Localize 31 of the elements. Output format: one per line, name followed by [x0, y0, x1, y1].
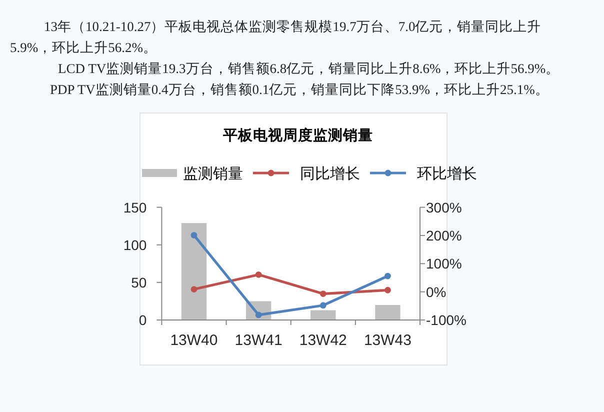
x-tick-label: 13W40 — [170, 332, 218, 349]
text: PDP TV监测销量0.4万台，销售额0.1亿元，销量同比下降53.9%，环比上升25.1%。 — [50, 81, 550, 99]
legend-label: 监测销量 — [183, 166, 243, 182]
y-tick-label: 0 — [138, 312, 147, 328]
y2-tick-label: 0% — [426, 284, 446, 300]
point — [190, 286, 198, 292]
chart-title: 平板电视周度监测销量 — [222, 126, 373, 144]
x-tick-label: 13W43 — [364, 332, 412, 349]
text: LCD TV监测销量19.3万台，销售额6.8亿元，销量同比上升8.6%，环比上升56.9%。 — [58, 60, 561, 78]
y2-tick-label: 200% — [426, 227, 462, 244]
point — [255, 271, 262, 278]
point — [255, 312, 262, 318]
y2-tick-label: -100% — [426, 312, 466, 328]
point — [384, 286, 391, 294]
y2-tick-label: 300% — [426, 199, 462, 216]
x-tick-label: 13W42 — [299, 332, 347, 349]
bar — [181, 223, 207, 320]
y2-tick-label: 100% — [426, 256, 462, 272]
point — [384, 272, 391, 280]
y-tick-label: 150 — [123, 199, 147, 216]
bar — [375, 304, 400, 320]
legend-label: 同比增长 — [300, 166, 360, 182]
x-tick-label: 13W41 — [234, 332, 282, 349]
point — [320, 302, 326, 309]
legend-label: 环比增长 — [417, 166, 477, 182]
point — [320, 290, 326, 297]
point — [190, 232, 198, 238]
y-tick-label: 50 — [131, 274, 147, 290]
text: 13年（10.21-10.27）平板电视总体监测零售规模19.7万台、7.0亿元，销量同比上升5.9%，环比上升56.2%。 — [10, 18, 542, 57]
y-tick-label: 100 — [123, 236, 147, 253]
bar — [310, 310, 336, 320]
